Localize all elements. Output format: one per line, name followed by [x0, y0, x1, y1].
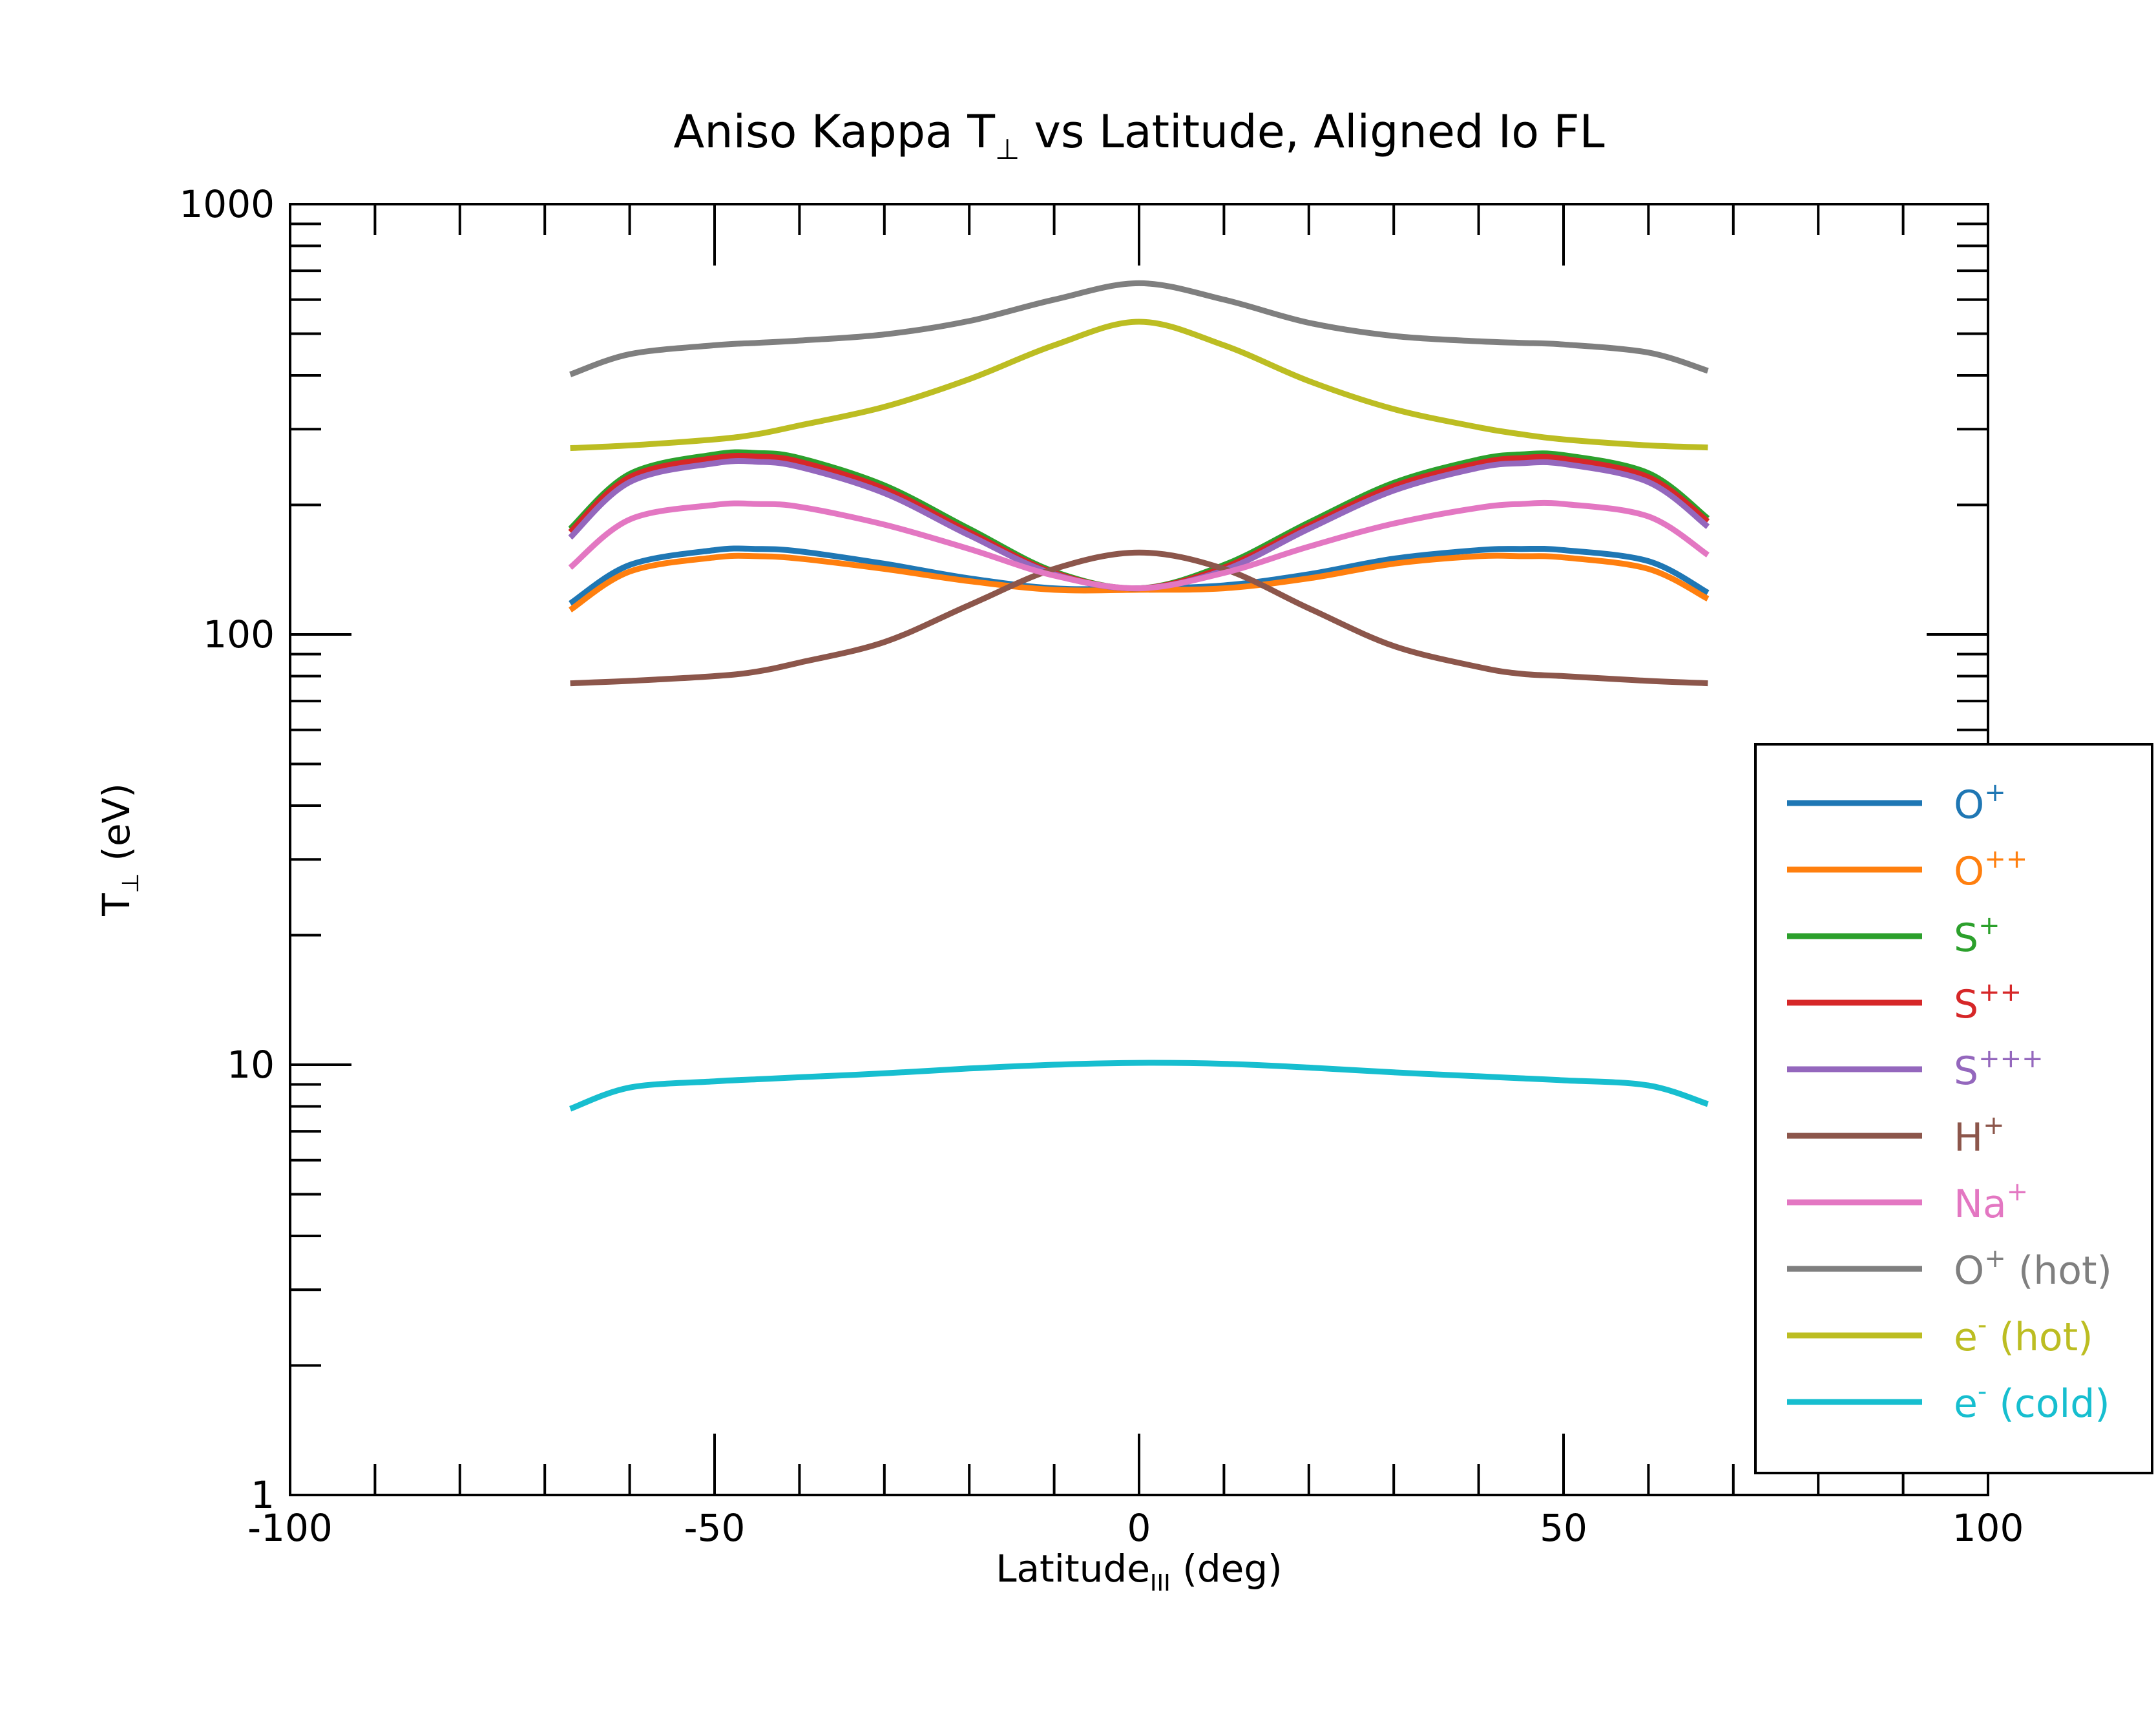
legend-label: S++ [1954, 978, 2022, 1027]
legend-item: O++ [1787, 844, 2027, 894]
legend-item: O+ [1787, 778, 2006, 828]
series-line-9 [569, 1060, 1709, 1112]
chart-title-main: Aniso Kappa T [673, 105, 995, 158]
chart-title-subscript: ⊥ [995, 133, 1020, 166]
series-line-7 [569, 280, 1709, 377]
chart-title: Aniso Kappa T⊥ vs Latitude, Aligned Io F… [673, 105, 1604, 166]
legend-item: S+++ [1787, 1044, 2044, 1094]
y-tick-label: 1000 [179, 182, 275, 226]
legend-label: e- (cold) [1954, 1377, 2110, 1427]
legend-item: S+ [1787, 911, 2000, 961]
x-tick-label: -50 [684, 1506, 746, 1550]
legend-label: O+ [1954, 778, 2006, 828]
chart-title-rest: vs Latitude, Aligned Io FL [1020, 105, 1604, 158]
legend-item: e- (cold) [1787, 1377, 2110, 1427]
x-axis-label-subscript: III [1150, 1570, 1171, 1596]
x-tick-label: 50 [1540, 1506, 1587, 1550]
legend-box [1754, 743, 2153, 1474]
series-line-5 [570, 549, 1708, 687]
legend-item: O+ (hot) [1787, 1244, 2112, 1293]
series-layer [568, 280, 1710, 1112]
legend-label: O+ (hot) [1954, 1244, 2112, 1293]
legend: O+ O++ S+ S++ S+++ H+ Na+ O+ (hot) e- (hot) e- (c… [1754, 743, 2153, 1474]
x-axis-label: LatitudeIII (deg) [996, 1547, 1282, 1596]
legend-label: O++ [1954, 844, 2027, 894]
series-line-6 [568, 499, 1710, 592]
y-tick-label: 1 [251, 1473, 275, 1517]
x-tick-label: 0 [1127, 1506, 1151, 1550]
tick-labels: -100 -50 0 50 100 1 10 100 1000 [179, 182, 2024, 1550]
x-tick-label: -100 [247, 1506, 333, 1550]
legend-label: S+ [1954, 911, 2000, 961]
legend-label: S+++ [1954, 1044, 2044, 1094]
legend-items: O+ O++ S+ S++ S+++ H+ Na+ O+ (hot) e- (hot) e- (c… [1787, 778, 2112, 1427]
y-axis-label: T⊥ (eV) [94, 783, 144, 917]
legend-label: Na+ [1954, 1177, 2028, 1227]
legend-item: Na+ [1787, 1177, 2028, 1227]
y-axis-label-subscript: ⊥ [118, 873, 144, 893]
x-tick-label: 100 [1952, 1506, 2024, 1550]
y-tick-label: 10 [227, 1043, 275, 1087]
x-axis-label-main: Latitude [996, 1547, 1150, 1591]
y-axis-label-rest: (eV) [94, 783, 138, 873]
y-axis-label-main: T [94, 893, 138, 917]
legend-label: e- (hot) [1954, 1310, 2093, 1360]
legend-label: H+ [1954, 1111, 2005, 1160]
legend-item: e- (hot) [1787, 1310, 2093, 1360]
x-axis-label-rest: (deg) [1171, 1547, 1282, 1591]
legend-item: S++ [1787, 978, 2022, 1027]
legend-item: H+ [1787, 1111, 2005, 1160]
y-tick-label: 100 [203, 612, 275, 656]
series-line-8 [570, 319, 1708, 452]
